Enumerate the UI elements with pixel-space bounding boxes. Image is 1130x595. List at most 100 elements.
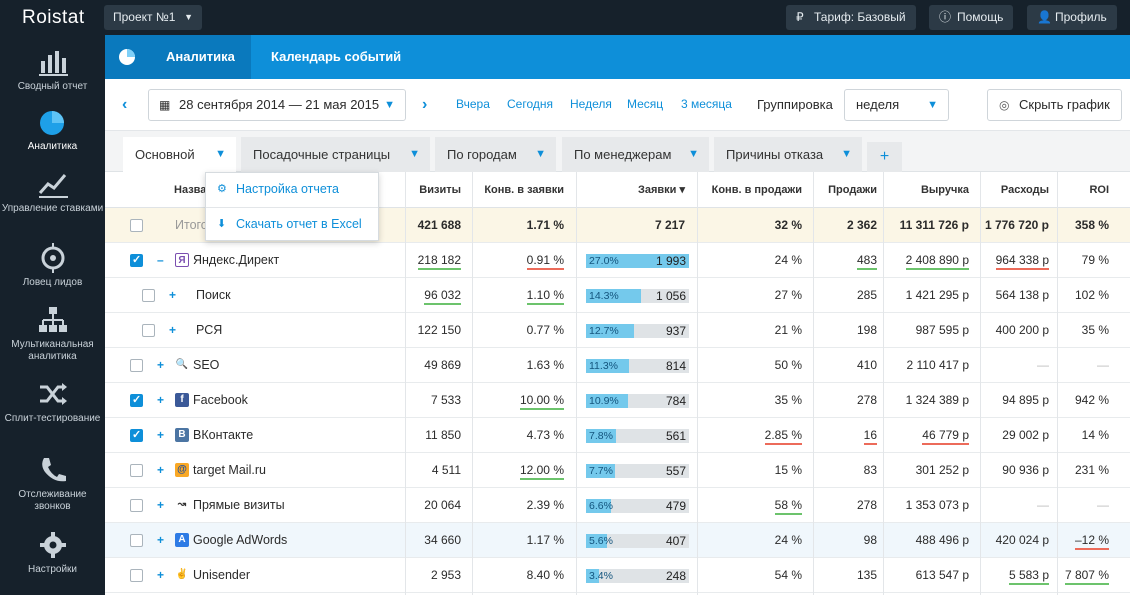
row-name[interactable]: target Mail.ru [193, 463, 266, 477]
project-selector[interactable]: Проект №1 ▼ [104, 5, 202, 30]
sidebar-item-summary[interactable]: Сводный отчет [0, 47, 105, 93]
row-name[interactable]: Facebook [193, 393, 248, 407]
table-row[interactable]: + ↝ Прямые визиты 20 064 2.39 % 6.6% 479 58 % 27… [105, 488, 1130, 523]
chevron-down-icon[interactable]: ▼ [215, 148, 226, 160]
row-name[interactable]: Прямые визиты [193, 498, 285, 512]
prev-period-icon[interactable]: ‹ [122, 96, 128, 113]
row-expand-toggle[interactable]: + [157, 393, 165, 407]
sidebar-item-split-testing[interactable]: Сплит-тестирование [0, 379, 105, 425]
report-tab-refusal-reasons[interactable]: Причины отказа ▼ [714, 137, 862, 172]
app-logo[interactable]: Roistat [22, 7, 85, 28]
row-expand-toggle[interactable]: + [157, 358, 165, 372]
chevron-down-icon[interactable]: ▼ [688, 148, 699, 160]
help-button[interactable]: ⓘ Помощь [929, 5, 1014, 30]
row-checkbox[interactable] [130, 428, 143, 442]
tab-events-calendar[interactable]: Календарь событий [271, 49, 402, 64]
quick-3-months[interactable]: 3 месяца [681, 97, 732, 111]
chevron-down-icon[interactable]: ▼ [409, 148, 420, 160]
row-checkbox[interactable] [130, 253, 143, 267]
column-conv-sales[interactable]: Конв. в продажи [711, 184, 802, 196]
row-expand-toggle[interactable]: + [157, 428, 165, 442]
column-revenue[interactable]: Выручка [920, 184, 969, 196]
row-name[interactable]: SEO [193, 358, 220, 372]
row-checkbox[interactable] [130, 464, 143, 477]
tab-analytics[interactable]: Аналитика [150, 35, 251, 79]
sidebar-item-multichannel[interactable]: Мультиканальная аналитика [0, 305, 105, 363]
cell-visits-value: 2 953 [430, 568, 461, 582]
quick-yesterday[interactable]: Вчера [456, 97, 490, 111]
row-expand-toggle[interactable]: + [157, 498, 165, 512]
row-expand-toggle[interactable]: + [157, 463, 165, 477]
row-checkbox[interactable] [130, 499, 143, 512]
tariff-button[interactable]: ₽ Тариф: Базовый [786, 5, 916, 30]
row-name[interactable]: РСЯ [196, 323, 223, 337]
cell-revenue: 2 408 890 р [885, 253, 969, 270]
row-name[interactable]: Google AdWords [193, 533, 288, 547]
sidebar-item-settings[interactable]: Настройки [0, 530, 105, 576]
table-row[interactable]: + Поиск 96 032 1.10 % 14.3% 1 056 27 % 285 1 421… [105, 278, 1130, 313]
row-name[interactable]: Поиск [196, 288, 231, 302]
table-row[interactable]: + B ВКонтакте 11 850 4.73 % 7.8% 561 2.85 % 16 46… [105, 418, 1130, 453]
quick-week[interactable]: Неделя [570, 97, 612, 111]
sidebar-item-analytics[interactable]: Аналитика [0, 107, 105, 153]
row-expand-toggle[interactable]: – [157, 253, 164, 267]
column-costs[interactable]: Расходы [1000, 184, 1049, 196]
cell-roi: –12 % [1045, 533, 1109, 550]
table-row[interactable]: + ✌ Unisender 2 953 8.40 % 3.4% 248 54 % 135 613 … [105, 558, 1130, 593]
cell-costs-value: 420 024 р [995, 533, 1049, 547]
cell-roi-value: 942 % [1074, 393, 1109, 407]
profile-button[interactable]: 👤 Профиль [1027, 5, 1117, 30]
report-tab-main[interactable]: Основной ▼ [123, 137, 236, 172]
menu-item-download-excel[interactable]: ⬇ Скачать отчет в Excel [206, 208, 378, 242]
table-row[interactable]: –Я Яндекс.Директ 218 182 0.91 % 27.0% 1 993 24… [105, 243, 1130, 278]
chevron-down-icon[interactable]: ▼ [841, 148, 852, 160]
report-tab-managers[interactable]: По менеджерам ▼ [562, 137, 709, 172]
table-row[interactable]: + @ target Mail.ru 4 511 12.00 % 7.7% 557 15 % 8… [105, 453, 1130, 488]
row-name[interactable]: ВКонтакте [193, 428, 254, 442]
table-row[interactable]: + A Google AdWords 34 660 1.17 % 5.6% 407 24 % 9… [105, 523, 1130, 558]
column-conv-leads[interactable]: Конв. в заявки [484, 184, 564, 196]
grouping-select[interactable]: неделя ▼ [844, 89, 949, 121]
chevron-down-icon[interactable]: ▼ [535, 148, 546, 160]
row-checkbox[interactable] [130, 569, 143, 582]
table-row[interactable]: + 🔍 SEO 49 869 1.63 % 11.3% 814 50 % 410 2 110 41… [105, 348, 1130, 383]
table-row[interactable]: + f Facebook 7 533 10.00 % 10.9% 784 35 % 278 1 3… [105, 383, 1130, 418]
row-checkbox[interactable] [142, 289, 155, 302]
add-report-tab-button[interactable]: + [867, 142, 902, 172]
hide-chart-button[interactable]: ◎ Скрыть график [987, 89, 1122, 121]
row-expand-toggle[interactable]: + [169, 288, 177, 302]
row-checkbox[interactable] [130, 393, 143, 407]
info-icon: ⓘ [939, 10, 952, 24]
menu-item-report-settings[interactable]: ⚙ Настройка отчета [206, 173, 378, 207]
row-checkbox[interactable] [130, 534, 143, 547]
cell-leads: 1 056 [655, 289, 686, 303]
column-roi[interactable]: ROI [1089, 184, 1109, 196]
select-all-checkbox[interactable] [130, 219, 143, 232]
row-expand-toggle[interactable]: + [169, 323, 177, 337]
table-row[interactable]: + РСЯ 122 150 0.77 % 12.7% 937 21 % 198 987 595 … [105, 313, 1130, 348]
sidebar-item-bids[interactable]: Управление ставками [0, 169, 105, 215]
row-name[interactable]: Unisender [193, 568, 250, 582]
row-expand-toggle[interactable]: + [157, 533, 165, 547]
quick-month[interactable]: Месяц [627, 97, 664, 111]
report-tab-landing-pages[interactable]: Посадочные страницы ▼ [241, 137, 430, 172]
column-sales[interactable]: Продажи [828, 184, 877, 196]
cell-conv-leads-value: 0.77 % [526, 323, 564, 337]
cell-sales-value: 278 [856, 393, 877, 407]
sidebar-item-lead-catcher[interactable]: Ловец лидов [0, 243, 105, 289]
row-expand-toggle[interactable]: + [157, 568, 165, 582]
hierarchy-icon [38, 307, 67, 332]
row-checkbox[interactable] [142, 324, 155, 337]
cell-conv-leads: 8.40 % [475, 568, 564, 582]
cell-leads: 937 [665, 324, 686, 338]
row-checkbox[interactable] [130, 359, 143, 372]
row-name[interactable]: Яндекс.Директ [193, 253, 280, 267]
column-visits[interactable]: Визиты [419, 184, 461, 196]
cell-costs-value: 29 002 р [1002, 428, 1049, 442]
next-period-icon[interactable]: › [422, 96, 428, 113]
date-range-picker[interactable]: ▦ 28 сентября 2014 — 21 мая 2015 ▼ [148, 89, 406, 121]
quick-today[interactable]: Сегодня [507, 97, 553, 111]
column-leads[interactable]: Заявки ▾ [637, 184, 685, 196]
sidebar-item-call-tracking[interactable]: Отслеживание звонков [0, 455, 105, 513]
report-tab-cities[interactable]: По городам ▼ [435, 137, 556, 172]
